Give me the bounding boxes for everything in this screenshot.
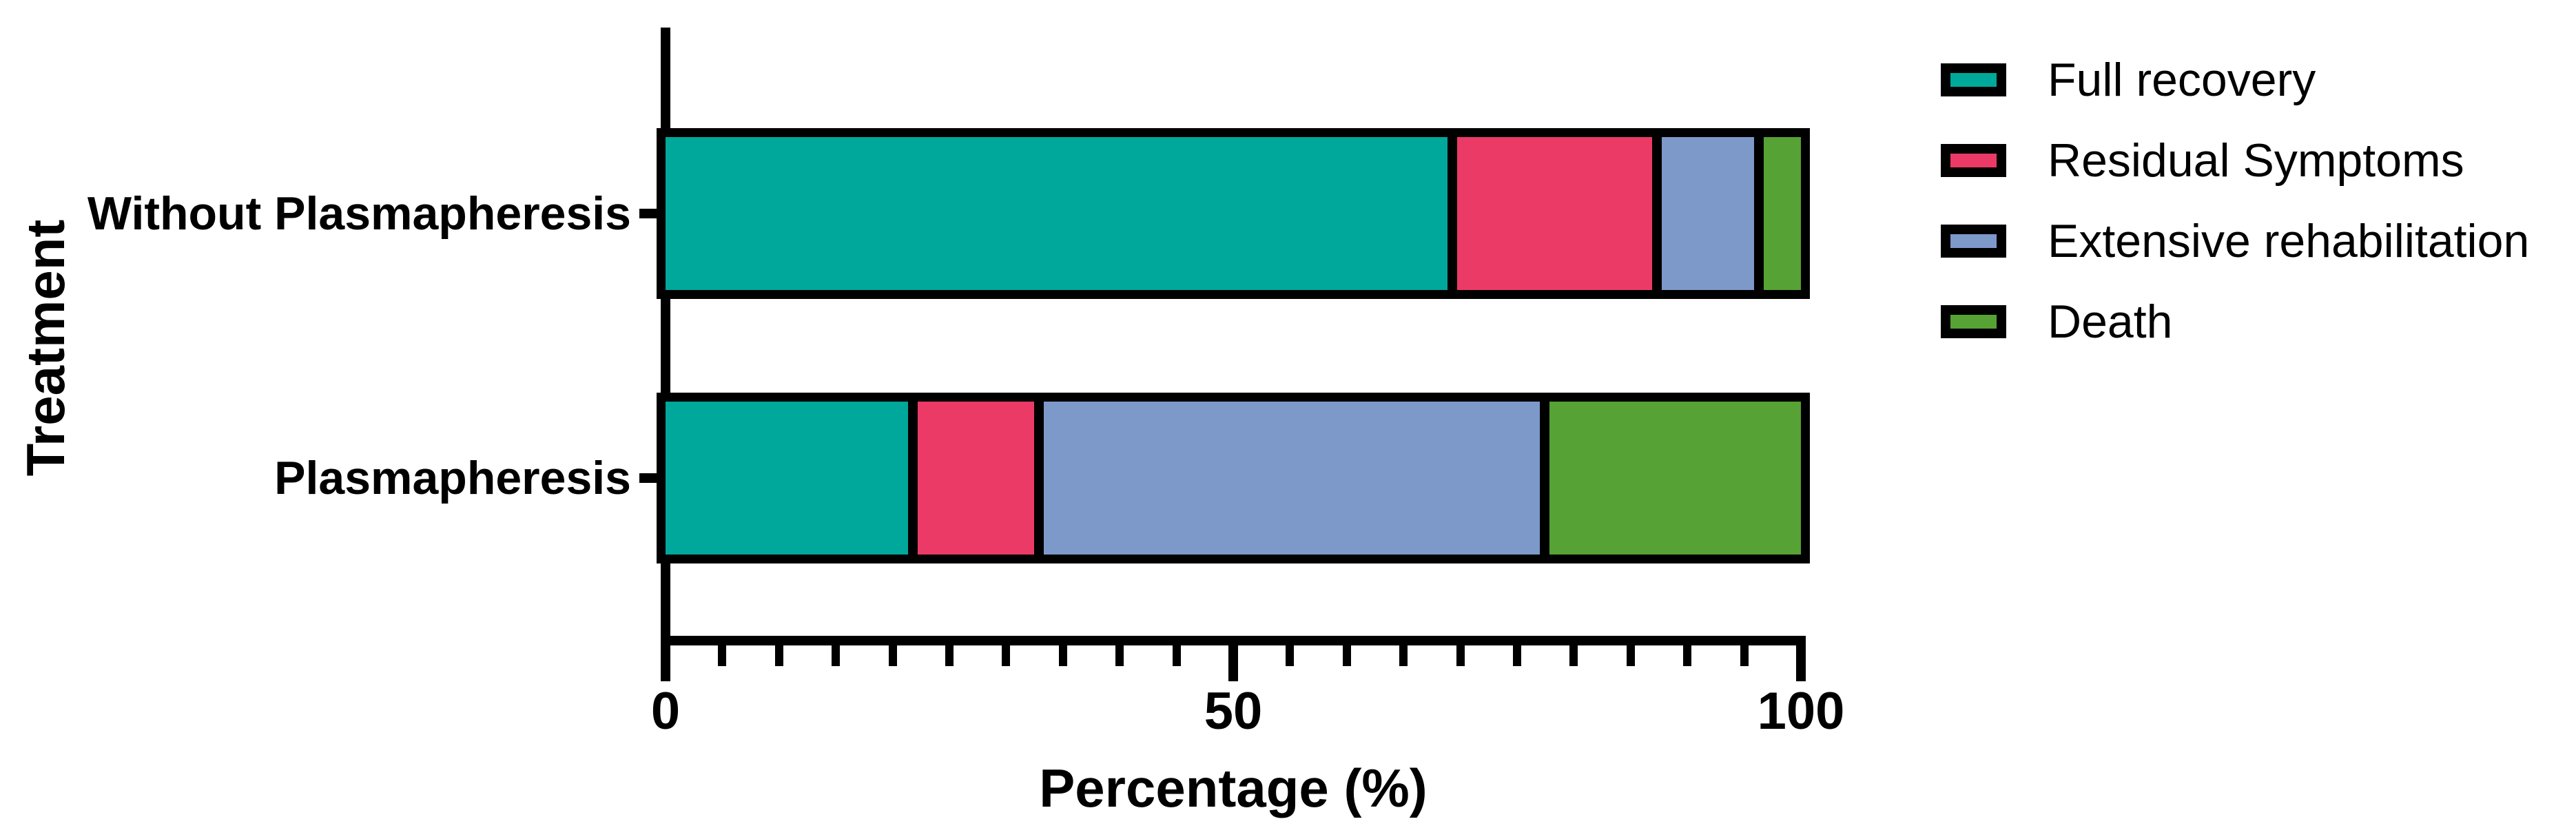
y-axis-category-tick [639, 473, 661, 483]
bar-segment-divider [1034, 402, 1044, 555]
bar-segment-death [1544, 402, 1801, 555]
legend-swatch-color [1950, 154, 1997, 167]
x-minor-tick-20 [888, 645, 897, 666]
category-label-without-plasmapheresis: Without Plasmapheresis [87, 187, 631, 240]
x-minor-tick-65 [1399, 645, 1408, 666]
x-minor-tick-40 [1115, 645, 1124, 666]
x-minor-tick-15 [832, 645, 841, 666]
category-label-plasmapheresis: Plasmapheresis [274, 452, 631, 504]
x-major-tick-50 [1228, 645, 1238, 681]
bar-segment-residual-symptoms [1452, 137, 1657, 290]
bar-segment-divider [1539, 402, 1549, 555]
x-minor-tick-80 [1569, 645, 1578, 666]
x-tick-label-0: 0 [650, 682, 681, 741]
x-minor-tick-85 [1626, 645, 1635, 666]
x-minor-tick-70 [1456, 645, 1465, 666]
y-axis-line [661, 28, 670, 680]
x-minor-tick-60 [1342, 645, 1351, 666]
bar-segment-death [1759, 137, 1801, 290]
x-axis-title: Percentage (%) [1039, 758, 1428, 818]
legend-swatch-color [1950, 315, 1997, 329]
legend-label: Extensive rehabilitation [2048, 215, 2530, 267]
bar-segment-residual-symptoms [913, 402, 1040, 555]
y-axis-category-tick [639, 209, 661, 218]
y-axis-title: Treatment [15, 219, 76, 477]
x-minor-tick-55 [1286, 645, 1295, 666]
bar-segment-extensive-rehabilitation [1656, 137, 1760, 290]
legend-swatch [1941, 144, 2006, 177]
legend-swatch-color [1950, 73, 1997, 87]
x-tick-label-50: 50 [1204, 682, 1263, 741]
x-minor-tick-5 [718, 645, 727, 666]
legend-label: Residual Symptoms [2048, 134, 2464, 187]
x-major-tick-100 [1796, 645, 1806, 681]
bar-without-plasmapheresis [657, 128, 1810, 299]
legend-label: Full recovery [2048, 54, 2316, 106]
legend-swatch [1941, 225, 2006, 258]
x-minor-tick-45 [1172, 645, 1181, 666]
x-tick-label-100: 100 [1757, 682, 1845, 741]
legend-label: Death [2048, 296, 2173, 348]
bar-segment-full-recovery [666, 402, 914, 555]
bar-segment-divider [1651, 137, 1662, 290]
bar-segment-divider [1754, 137, 1764, 290]
x-minor-tick-75 [1513, 645, 1521, 666]
x-minor-tick-90 [1683, 645, 1692, 666]
x-major-tick-0 [661, 645, 670, 681]
legend-swatch [1941, 305, 2006, 338]
bar-segment-divider [1447, 137, 1458, 290]
bar-segment-divider [908, 402, 918, 555]
x-minor-tick-10 [774, 645, 783, 666]
bar-segment-extensive-rehabilitation [1039, 402, 1545, 555]
x-minor-tick-35 [1058, 645, 1067, 666]
bar-plasmapheresis [657, 393, 1810, 563]
bar-segment-full-recovery [666, 137, 1453, 290]
x-axis-line [661, 636, 1806, 645]
legend-swatch-color [1950, 234, 1997, 248]
legend-swatch [1941, 63, 2006, 96]
x-minor-tick-25 [945, 645, 954, 666]
x-minor-tick-95 [1740, 645, 1749, 666]
x-minor-tick-30 [1002, 645, 1011, 666]
